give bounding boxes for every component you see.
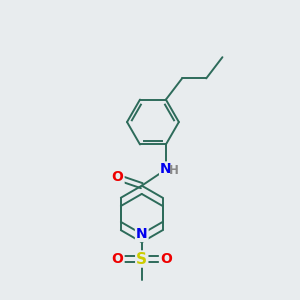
Text: O: O bbox=[160, 252, 172, 266]
Text: O: O bbox=[112, 252, 124, 266]
Text: O: O bbox=[112, 170, 124, 184]
Text: S: S bbox=[136, 251, 147, 266]
Text: N: N bbox=[160, 163, 172, 176]
Text: H: H bbox=[169, 164, 179, 177]
Text: N: N bbox=[136, 227, 148, 241]
